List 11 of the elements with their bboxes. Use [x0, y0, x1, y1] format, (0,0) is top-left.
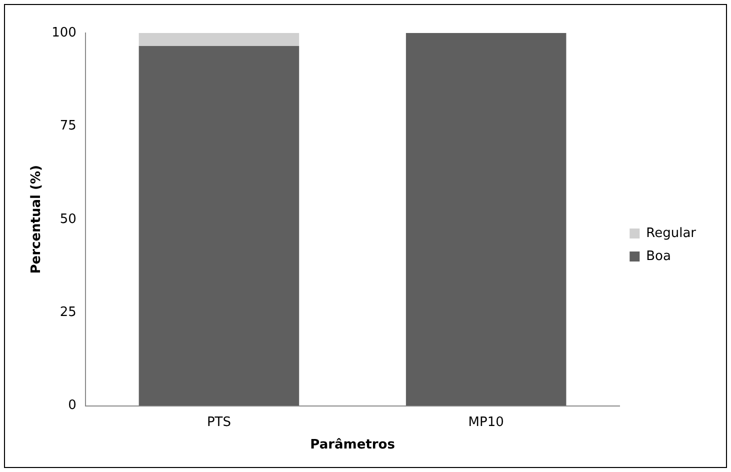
legend-label: Boa [646, 248, 671, 264]
legend-label: Regular [646, 226, 697, 241]
y-axis-title: Percentual (%) [29, 165, 44, 274]
y-tick-label: 100 [52, 25, 76, 40]
y-tick-label: 75 [60, 118, 76, 134]
x-tick-label: MP10 [468, 414, 504, 430]
y-tick-label: 0 [68, 398, 76, 414]
x-tick-label: PTS [206, 414, 231, 430]
x-axis-title: Parâmetros [310, 438, 396, 453]
y-tick-label: 25 [60, 304, 76, 320]
y-tick-label: 50 [60, 212, 76, 227]
